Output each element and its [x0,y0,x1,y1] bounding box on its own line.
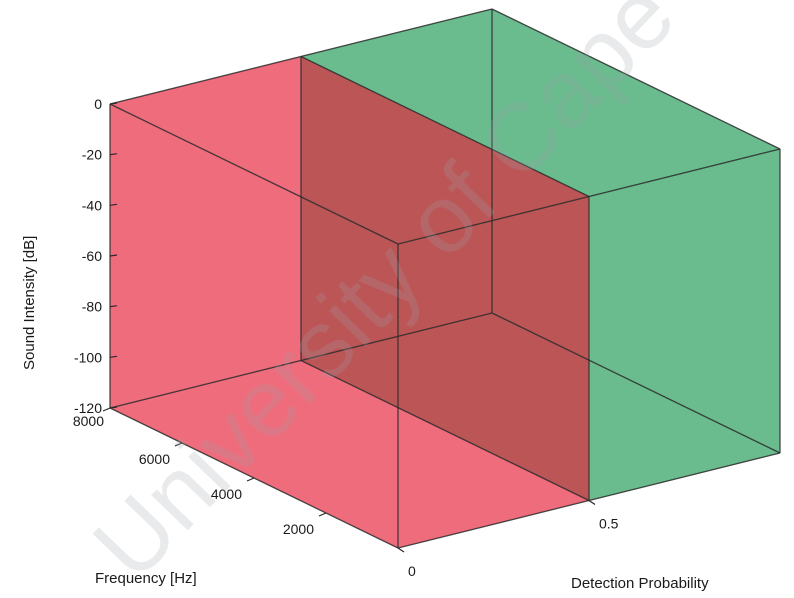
y-axis-label: Detection Probability [571,575,709,592]
axis-ticks: 0 -20 -40 -60 -80 -100 -120 2000 4000 6000 8000 0 0.… [73,96,619,579]
region-face [110,104,398,548]
region-face [492,9,780,453]
z-tick-label: -120 [74,400,102,416]
x-tick-label: 8000 [73,413,104,429]
z-tick-label: -80 [82,299,102,315]
box-edge [300,55,590,198]
x-tick-mark [174,442,183,447]
box-edge [300,359,590,502]
x-axis-label: Frequency [Hz] [95,570,197,587]
region-face [301,9,780,197]
y-tick-label: 0 [408,563,416,579]
z-tick-label: -20 [82,147,102,163]
z-tick-mark [109,153,118,156]
region-face [110,56,589,244]
y-tick-mark [397,547,405,553]
region-face [301,56,589,501]
region-faces [110,9,780,548]
region-box-low [110,56,589,548]
z-tick-mark [109,254,118,257]
z-axis-label: Sound Intensity [dB] [21,236,38,370]
z-tick-mark [109,406,118,409]
region-face [398,196,589,548]
z-tick-mark [109,305,118,308]
z-tick-label: -40 [82,197,102,213]
x-tick-label: 6000 [139,451,170,467]
z-tick-mark [109,203,118,206]
z-tick-label: -60 [82,248,102,264]
region-face [110,56,301,408]
x-tick-mark [246,477,255,482]
region-face [301,313,780,501]
z-tick-label: -100 [74,349,102,365]
y-tick-label: 0.5 [599,516,619,532]
region-face [301,9,492,361]
y-tick-mark [588,500,596,505]
region-face [301,56,589,501]
box-edge [491,8,781,150]
x-tick-mark [318,512,327,517]
region-face [589,149,780,501]
x-tick-label: 4000 [211,486,242,502]
z-tick-mark [109,355,118,358]
x-tick-label: 2000 [283,521,314,537]
z-tick-mark [109,102,118,105]
box-edge [491,312,781,454]
box-edge [109,103,399,245]
x-tick-mark [102,407,111,412]
z-tick-label: 0 [94,96,102,112]
region-face [110,360,589,548]
region-box-high [301,9,780,501]
